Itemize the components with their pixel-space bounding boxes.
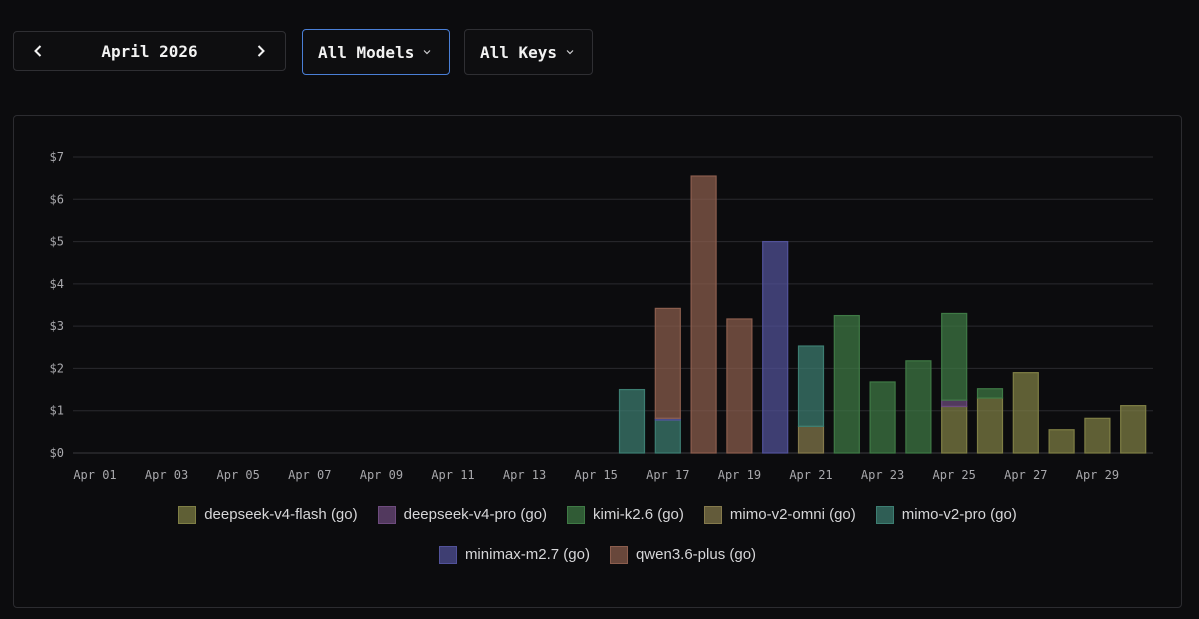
bar-segment[interactable] xyxy=(1120,405,1147,454)
x-tick-label: Apr 15 xyxy=(575,468,618,482)
y-tick-label: $1 xyxy=(50,404,64,418)
model-select-value: All Models xyxy=(318,42,415,62)
bar-segment[interactable] xyxy=(941,399,968,408)
legend-swatch xyxy=(567,505,586,524)
legend-swatch xyxy=(609,545,628,564)
legend-label: mimo-v2-omni (go) xyxy=(729,506,856,523)
x-tick-label: Apr 01 xyxy=(73,468,116,482)
bar-segment[interactable] xyxy=(797,425,825,454)
legend-swatch xyxy=(438,545,457,564)
x-tick-label: Apr 11 xyxy=(431,468,474,482)
key-select-value: All Keys xyxy=(480,42,558,62)
y-tick-label: $0 xyxy=(50,446,64,460)
legend-swatch xyxy=(875,505,894,524)
legend-item[interactable]: mimo-v2-pro (go) xyxy=(875,504,1017,525)
month-navigator: April 2026 xyxy=(13,31,286,71)
legend-label: qwen3.6-plus (go) xyxy=(635,546,757,563)
bar-segment[interactable] xyxy=(833,314,860,454)
prev-month-button[interactable] xyxy=(14,32,62,70)
x-tick-label: Apr 27 xyxy=(1004,468,1047,482)
y-tick-label: $2 xyxy=(50,361,64,375)
legend-label: deepseek-v4-flash (go) xyxy=(204,506,358,523)
x-tick-label: Apr 21 xyxy=(789,468,832,482)
legend-swatch xyxy=(377,505,396,524)
x-tick-label: Apr 13 xyxy=(503,468,546,482)
bar-segment[interactable] xyxy=(797,345,825,427)
cost-chart: $0 $1 $2 $3 $4 $5 $6 $7 Apr 01 Apr 03 Apr 05 Apr 07… xyxy=(50,150,1153,482)
y-tick-label: $4 xyxy=(50,277,64,291)
x-tick-label: Apr 23 xyxy=(861,468,904,482)
legend-item[interactable]: minimax-m2.7 (go) xyxy=(438,544,590,565)
y-tick-label: $7 xyxy=(50,150,64,164)
legend-item[interactable]: qwen3.6-plus (go) xyxy=(609,544,757,565)
legend-swatch xyxy=(703,505,722,524)
bar-segment[interactable] xyxy=(976,388,1004,399)
bar-segment[interactable] xyxy=(726,318,753,454)
x-tick-label: Apr 09 xyxy=(360,468,403,482)
x-tick-label: Apr 03 xyxy=(145,468,188,482)
chevron-left-icon xyxy=(34,45,42,57)
legend-label: kimi-k2.6 (go) xyxy=(593,506,684,523)
legend-swatch xyxy=(178,505,197,524)
legend-label: mimo-v2-pro (go) xyxy=(901,506,1017,523)
next-month-button[interactable] xyxy=(237,32,285,70)
y-tick-label: $3 xyxy=(50,319,64,333)
legend-item[interactable]: kimi-k2.6 (go) xyxy=(567,504,684,525)
bar-segment[interactable] xyxy=(654,419,681,454)
bar-segment[interactable] xyxy=(1084,417,1111,454)
x-tick-label: Apr 05 xyxy=(217,468,260,482)
chevron-down-icon xyxy=(423,50,431,55)
legend-item[interactable]: deepseek-v4-flash (go) xyxy=(178,504,358,525)
y-tick-label: $5 xyxy=(50,235,64,249)
bar-segment[interactable] xyxy=(1048,429,1075,454)
chart-card: $0 $1 $2 $3 $4 $5 $6 $7 Apr 01 Apr 03 Apr 05 Apr 07… xyxy=(13,115,1182,608)
y-tick-label: $6 xyxy=(50,192,64,206)
x-tick-label: Apr 29 xyxy=(1076,468,1119,482)
legend-label: deepseek-v4-pro (go) xyxy=(403,506,548,523)
chevron-right-icon xyxy=(257,45,265,57)
bar-segment[interactable] xyxy=(654,307,681,419)
month-label: April 2026 xyxy=(101,41,198,61)
x-tick-label: Apr 19 xyxy=(718,468,761,482)
bar-segment[interactable] xyxy=(1012,372,1039,454)
model-select[interactable]: All Models xyxy=(302,29,450,75)
chart-legend: deepseek-v4-flash (go) deepseek-v4-pro (g… xyxy=(14,504,1181,565)
bar-segment[interactable] xyxy=(618,388,646,454)
key-select[interactable]: All Keys xyxy=(464,29,593,75)
bar-segment[interactable] xyxy=(976,397,1004,454)
bar-segment[interactable] xyxy=(941,312,968,401)
bar-segment[interactable] xyxy=(941,405,968,454)
legend-item[interactable]: deepseek-v4-pro (go) xyxy=(377,504,548,525)
legend-item[interactable]: mimo-v2-omni (go) xyxy=(703,504,856,525)
x-tick-label: Apr 07 xyxy=(288,468,331,482)
chevron-down-icon xyxy=(566,50,574,55)
x-tick-label: Apr 17 xyxy=(646,468,689,482)
x-tick-label: Apr 25 xyxy=(933,468,976,482)
bar-segment[interactable] xyxy=(762,240,789,454)
bar-segment[interactable] xyxy=(690,175,717,454)
bar-segment[interactable] xyxy=(869,381,896,454)
bar-segment[interactable] xyxy=(905,360,932,454)
legend-label: minimax-m2.7 (go) xyxy=(464,546,590,563)
